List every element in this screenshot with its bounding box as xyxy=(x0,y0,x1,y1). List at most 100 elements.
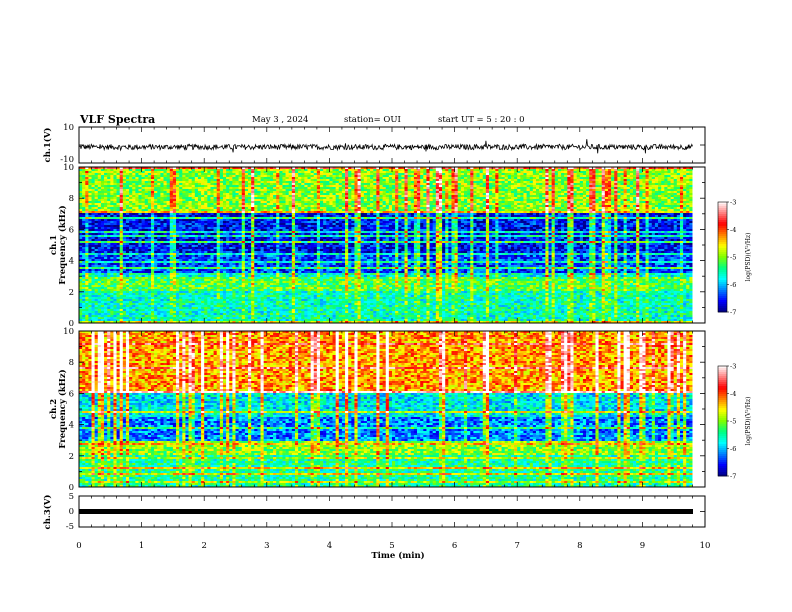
spectrogram-cell xyxy=(376,199,380,202)
spectrogram-cell xyxy=(636,205,640,208)
spectrogram-cell xyxy=(366,193,371,196)
spectrogram-cell xyxy=(542,215,546,218)
spectrogram-cell xyxy=(313,169,318,172)
spectrogram-cell xyxy=(188,175,192,178)
spectrogram-cell xyxy=(510,201,515,204)
spectrogram-cell xyxy=(226,179,230,182)
spectrogram-cell xyxy=(639,185,643,188)
spectrogram-cell xyxy=(150,179,155,182)
spectrogram-cell xyxy=(617,189,621,192)
spectrogram-cell xyxy=(138,205,142,208)
spectrogram-cell xyxy=(288,191,293,194)
spectrogram-cell xyxy=(157,167,161,170)
spectrogram-cell xyxy=(407,183,412,186)
spectrogram-cell xyxy=(266,177,271,180)
spectrogram-cell xyxy=(285,181,290,184)
spectrogram-cell xyxy=(107,211,111,214)
spectrogram-cell xyxy=(351,199,355,202)
spectrogram-cell xyxy=(376,215,380,218)
spectrogram-cell xyxy=(373,179,377,182)
spectrogram-cell xyxy=(426,199,430,202)
spectrogram-cell xyxy=(473,175,477,178)
spectrogram-cell xyxy=(626,179,631,182)
spectrogram-cell xyxy=(689,169,693,172)
spectrogram-cell xyxy=(561,195,565,198)
spectrogram-cell xyxy=(564,191,568,194)
spectrogram-cell xyxy=(592,183,596,186)
spectrogram-cell xyxy=(548,193,552,196)
spectrogram-cell xyxy=(670,177,674,180)
spectrogram-cell xyxy=(620,213,624,216)
spectrogram-cell xyxy=(376,209,380,212)
spectrogram-cell xyxy=(82,171,86,174)
spectrogram-cell xyxy=(351,193,355,196)
spectrogram-cell xyxy=(160,189,164,192)
spectrogram-cell xyxy=(266,201,271,204)
spectrogram-cell xyxy=(210,171,214,174)
spectrogram-cell xyxy=(470,187,474,190)
spectrogram-cell xyxy=(445,175,449,178)
spectrogram-cell xyxy=(276,205,280,208)
spectrogram-cell xyxy=(601,187,606,190)
spectrogram-cell xyxy=(285,203,290,206)
spectrogram-cell xyxy=(388,199,393,202)
spectrogram-cell xyxy=(313,183,318,186)
spectrogram-cell xyxy=(557,179,562,182)
spectrogram-cell xyxy=(238,185,243,188)
spectrogram-cell xyxy=(182,169,186,172)
spectrogram-cell xyxy=(345,201,349,204)
spectrogram-cell xyxy=(191,187,196,190)
spectrogram-cell xyxy=(451,177,455,180)
spectrogram-cell xyxy=(564,175,568,178)
spectrogram-cell xyxy=(463,171,468,174)
spectrogram-cell xyxy=(357,183,361,186)
spectrogram-cell xyxy=(520,191,524,194)
spectrogram-cell xyxy=(426,183,430,186)
spectrogram-cell xyxy=(157,185,161,188)
spectrogram-cell xyxy=(426,203,430,206)
spectrogram-cell xyxy=(492,215,496,218)
spectrogram-cell xyxy=(298,191,302,194)
spectrogram-cell xyxy=(354,173,358,176)
spectrogram-cell xyxy=(197,195,202,198)
spectrogram-cell xyxy=(636,211,640,214)
spectrogram-cell xyxy=(166,207,171,210)
spectrogram-cell xyxy=(676,169,681,172)
spectrogram-cell xyxy=(529,207,534,210)
spectrogram-cell xyxy=(542,177,546,180)
spectrogram-cell xyxy=(460,211,465,214)
spectrogram-cell xyxy=(561,171,565,174)
spectrogram-cell xyxy=(435,173,440,176)
spectrogram-cell xyxy=(482,177,487,180)
spectrogram-cell xyxy=(607,207,612,210)
spectrogram-cell xyxy=(489,175,493,178)
spectrogram-cell xyxy=(166,205,171,208)
spectrogram-cell xyxy=(410,209,415,212)
spectrogram-cell xyxy=(604,185,609,188)
spectrogram-cell xyxy=(213,169,218,172)
spectrogram-cell xyxy=(94,169,99,172)
spectrogram-cell xyxy=(301,181,305,184)
spectrogram-cell xyxy=(392,185,396,188)
spectrogram-cell xyxy=(629,199,634,202)
spectrogram-cell xyxy=(423,185,427,188)
spectrogram-cell xyxy=(498,205,502,208)
spectrogram-cell xyxy=(104,213,108,216)
spectrogram-cell xyxy=(229,187,233,190)
spectrogram-cell xyxy=(329,199,333,202)
spectrogram-cell xyxy=(651,209,656,212)
spectrogram-cell xyxy=(201,199,205,202)
spectrogram-cell xyxy=(329,167,333,170)
spectrogram-cell xyxy=(676,173,681,176)
spectrogram-cell xyxy=(91,181,95,184)
spectrogram-cell xyxy=(182,179,186,182)
spectrogram-cell xyxy=(269,207,274,210)
spectrogram-cell xyxy=(316,167,321,170)
spectrogram-cell xyxy=(410,177,415,180)
spectrogram-cell xyxy=(279,181,283,184)
spectrogram-cell xyxy=(489,207,493,210)
spectrogram-cell xyxy=(138,179,142,182)
spectrogram-cell xyxy=(266,211,271,214)
spectrogram-cell xyxy=(567,201,571,204)
spectrogram-cell xyxy=(88,213,92,216)
